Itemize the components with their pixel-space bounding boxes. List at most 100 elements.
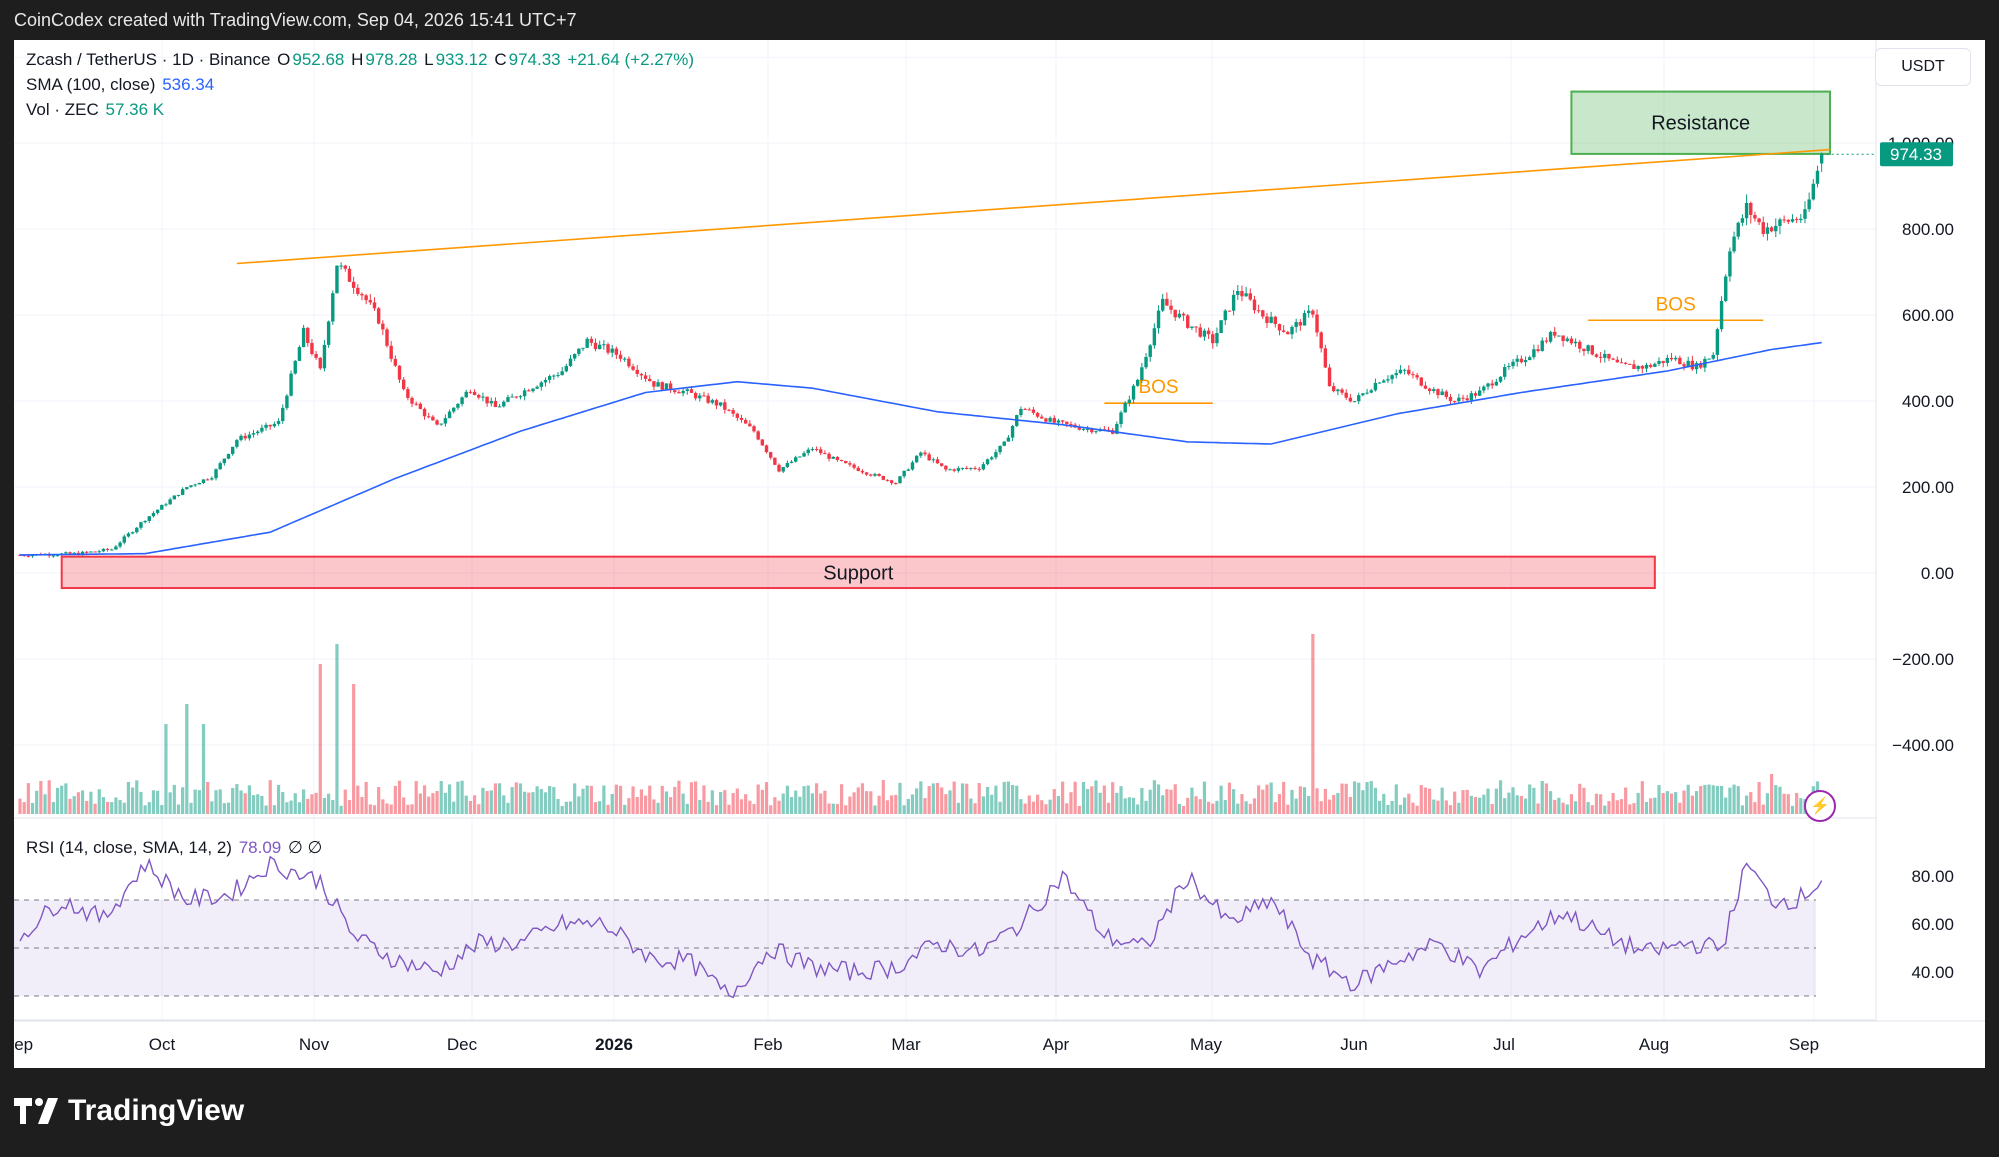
- chart-panel[interactable]: 1,200.001,000.00800.00600.00400.00200.00…: [14, 40, 1985, 1068]
- candle-body: [877, 474, 881, 476]
- candle-body: [969, 467, 973, 469]
- volume-value: 57.36 K: [105, 100, 165, 119]
- volume-bar: [648, 785, 652, 814]
- volume-bar: [1398, 804, 1403, 814]
- candle-body: [1711, 354, 1715, 359]
- volume-bar: [1569, 794, 1574, 814]
- candle-body: [364, 295, 368, 301]
- volume-bar: [752, 804, 756, 814]
- candle-body: [1332, 386, 1336, 392]
- volume-bar: [1069, 792, 1073, 814]
- volume-label: Vol · ZEC: [26, 100, 99, 119]
- lightning-icon[interactable]: ⚡: [1804, 790, 1836, 822]
- candle-body: [1361, 393, 1365, 396]
- volume-bar: [481, 787, 485, 814]
- candle-body: [873, 474, 877, 476]
- volume-bar: [585, 785, 589, 814]
- candle-body: [1682, 364, 1686, 367]
- candle-body: [994, 452, 998, 458]
- candle-body: [289, 373, 293, 396]
- candle-body: [939, 463, 944, 466]
- volume-bar: [1674, 792, 1678, 814]
- chart-caption: CoinCodex created with TradingView.com, …: [14, 10, 577, 30]
- resistance-label: Resistance: [1651, 113, 1750, 135]
- currency-button[interactable]: USDT: [1875, 48, 1971, 86]
- candle-body: [1423, 385, 1428, 389]
- price-chart[interactable]: 1,200.001,000.00800.00600.00400.00200.00…: [14, 40, 1985, 1068]
- candle-body: [1694, 363, 1699, 370]
- volume-bar: [464, 795, 468, 814]
- candle-body: [606, 344, 610, 353]
- time-tick-label: 2026: [595, 1035, 633, 1054]
- volume-bar: [739, 799, 744, 814]
- candle-body: [627, 358, 631, 367]
- volume-bar: [706, 801, 710, 814]
- volume-bar: [681, 793, 685, 814]
- volume-bar: [694, 781, 698, 814]
- candle-body: [272, 423, 277, 427]
- candle-body: [514, 396, 518, 398]
- candle-body: [460, 397, 464, 404]
- candle-body: [1699, 363, 1703, 368]
- candle-body: [1740, 218, 1745, 223]
- volume-bar: [1223, 799, 1227, 814]
- candle-body: [731, 410, 735, 414]
- candle-body: [1123, 402, 1127, 413]
- candle-body: [1732, 236, 1736, 252]
- candle-body: [660, 382, 664, 390]
- candle-body: [1561, 335, 1565, 341]
- candle-body: [68, 552, 72, 554]
- volume-bar: [406, 804, 410, 814]
- volume-bar: [1036, 794, 1040, 814]
- candle-body: [527, 390, 531, 392]
- volume-bar: [176, 804, 181, 814]
- volume-bar: [172, 784, 176, 814]
- volume-bar: [1724, 797, 1728, 814]
- volume-bar: [1202, 781, 1207, 814]
- volume-bar: [1536, 803, 1540, 814]
- volume-bar: [577, 796, 581, 814]
- tradingview-logo[interactable]: TradingView: [14, 1094, 244, 1128]
- candle-body: [1106, 429, 1111, 431]
- volume-bar: [1561, 802, 1565, 814]
- candle-body: [1794, 219, 1799, 221]
- candle-body: [1619, 362, 1624, 364]
- volume-bar: [1156, 784, 1161, 814]
- candle-body: [618, 354, 623, 359]
- candle-body: [1294, 322, 1298, 327]
- volume-bar: [798, 796, 802, 814]
- volume-bar: [235, 784, 239, 814]
- candle-body: [105, 548, 110, 550]
- volume-bar: [447, 784, 452, 814]
- volume-bar: [548, 785, 552, 814]
- candle-body: [1594, 354, 1599, 357]
- candle-body: [93, 551, 97, 553]
- candle-body: [1494, 381, 1499, 386]
- candle-body: [1348, 397, 1353, 402]
- candle-body: [410, 397, 414, 404]
- candle-body: [1623, 362, 1628, 364]
- candle-body: [372, 302, 377, 309]
- candle-body: [1553, 331, 1557, 336]
- candle-body: [973, 467, 977, 469]
- volume-bar: [43, 794, 47, 814]
- candle-body: [735, 413, 740, 418]
- volume-bar: [372, 805, 377, 814]
- volume-bar: [1248, 803, 1252, 814]
- volume-bar: [1298, 786, 1302, 814]
- candle-body: [1444, 391, 1449, 397]
- volume-bar: [251, 795, 256, 814]
- volume-bar: [1269, 782, 1273, 814]
- candle-body: [439, 423, 443, 425]
- candle-body: [1223, 310, 1227, 321]
- candle-body: [485, 396, 489, 404]
- volume-bar: [439, 781, 443, 814]
- candle-body: [794, 457, 798, 462]
- sma-label: SMA (100, close): [26, 75, 156, 94]
- volume-bar: [1636, 792, 1640, 814]
- volume-bar: [1428, 788, 1432, 814]
- volume-bar: [1056, 796, 1061, 814]
- volume-bar: [381, 799, 385, 814]
- volume-bar: [1307, 795, 1311, 814]
- volume-bar: [247, 785, 251, 814]
